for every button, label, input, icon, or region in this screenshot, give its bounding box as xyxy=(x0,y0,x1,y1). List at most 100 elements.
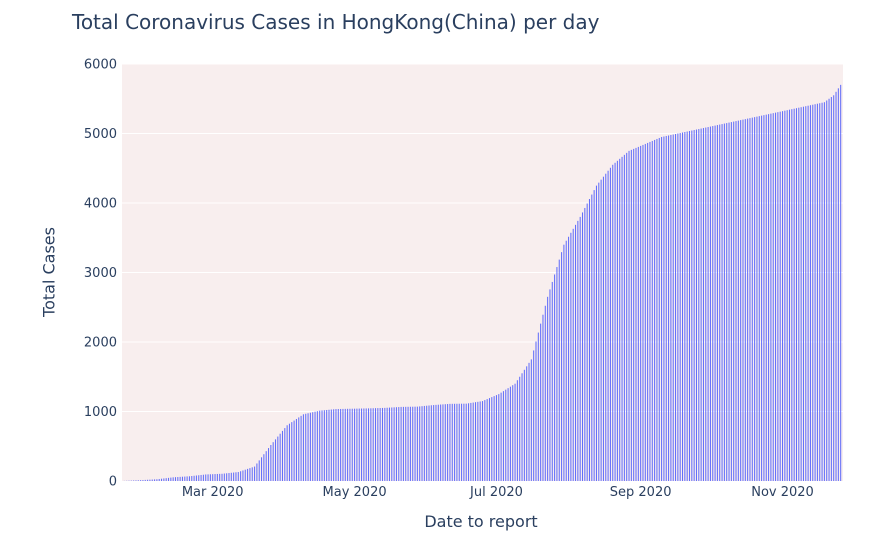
bar[interactable] xyxy=(191,476,193,481)
bar[interactable] xyxy=(161,478,163,481)
bar[interactable] xyxy=(737,120,739,481)
bar[interactable] xyxy=(493,396,495,481)
bar[interactable] xyxy=(758,116,760,481)
bar[interactable] xyxy=(363,408,365,481)
bar[interactable] xyxy=(823,102,825,481)
bar[interactable] xyxy=(416,406,418,481)
bar[interactable] xyxy=(488,398,491,481)
bar[interactable] xyxy=(816,103,818,481)
bar[interactable] xyxy=(602,176,604,482)
bar[interactable] xyxy=(707,127,709,482)
bar[interactable] xyxy=(209,474,211,481)
bar[interactable] xyxy=(772,113,774,482)
bar[interactable] xyxy=(347,408,349,481)
bar[interactable] xyxy=(468,403,470,481)
bar[interactable] xyxy=(249,468,251,481)
bar[interactable] xyxy=(670,134,672,481)
bar[interactable] xyxy=(135,480,137,481)
bar[interactable] xyxy=(163,478,165,481)
bar[interactable] xyxy=(530,359,532,481)
bar[interactable] xyxy=(407,406,409,481)
bar[interactable] xyxy=(230,472,232,481)
bar[interactable] xyxy=(377,408,379,481)
bar[interactable] xyxy=(814,104,816,481)
bar[interactable] xyxy=(809,105,811,481)
bar[interactable] xyxy=(626,152,628,481)
bar[interactable] xyxy=(747,118,749,481)
bar[interactable] xyxy=(714,125,716,482)
bar[interactable] xyxy=(381,407,384,481)
bar[interactable] xyxy=(712,126,714,481)
bar[interactable] xyxy=(179,476,181,481)
bar[interactable] xyxy=(579,216,581,481)
bar[interactable] xyxy=(540,323,542,481)
bar[interactable] xyxy=(481,401,484,481)
bar[interactable] xyxy=(247,468,249,481)
bar[interactable] xyxy=(819,103,821,481)
bar[interactable] xyxy=(258,460,260,481)
bar[interactable] xyxy=(647,142,649,482)
bar[interactable] xyxy=(649,141,651,482)
bar[interactable] xyxy=(254,466,256,481)
bar[interactable] xyxy=(388,407,390,481)
bar[interactable] xyxy=(586,203,588,481)
bar[interactable] xyxy=(777,112,779,482)
bar[interactable] xyxy=(235,472,237,481)
bar[interactable] xyxy=(786,110,788,482)
bar[interactable] xyxy=(514,383,516,481)
bar[interactable] xyxy=(621,156,623,481)
bar[interactable] xyxy=(702,128,704,481)
bar[interactable] xyxy=(765,114,767,481)
bar[interactable] xyxy=(733,121,735,481)
bar[interactable] xyxy=(665,135,667,481)
bar[interactable] xyxy=(547,296,549,481)
bar[interactable] xyxy=(298,417,300,481)
bar[interactable] xyxy=(461,403,463,481)
bar[interactable] xyxy=(528,362,530,481)
bar[interactable] xyxy=(233,472,235,481)
bar[interactable] xyxy=(826,100,828,482)
bar[interactable] xyxy=(316,411,318,481)
bar[interactable] xyxy=(474,402,477,481)
bar[interactable] xyxy=(414,406,416,481)
bar[interactable] xyxy=(672,134,674,481)
bar[interactable] xyxy=(333,409,335,481)
bar[interactable] xyxy=(695,129,697,481)
bar[interactable] xyxy=(619,158,621,481)
bar[interactable] xyxy=(507,388,509,481)
bar[interactable] xyxy=(500,392,502,481)
bar[interactable] xyxy=(723,123,725,482)
bar[interactable] xyxy=(633,148,635,481)
bar[interactable] xyxy=(686,131,688,481)
bar[interactable] xyxy=(365,408,367,481)
bar[interactable] xyxy=(307,413,309,481)
bar[interactable] xyxy=(288,423,290,481)
bar[interactable] xyxy=(663,136,665,481)
bar[interactable] xyxy=(828,98,830,481)
bar[interactable] xyxy=(279,433,281,481)
bar[interactable] xyxy=(565,240,567,481)
bar[interactable] xyxy=(595,185,597,481)
bar[interactable] xyxy=(335,409,337,481)
bar[interactable] xyxy=(368,408,370,481)
bar[interactable] xyxy=(349,408,351,481)
bar[interactable] xyxy=(186,476,188,481)
bar[interactable] xyxy=(409,406,411,481)
bar[interactable] xyxy=(181,476,183,481)
bar[interactable] xyxy=(237,472,239,481)
bar[interactable] xyxy=(800,107,802,482)
bar[interactable] xyxy=(779,111,781,482)
bar[interactable] xyxy=(216,473,218,481)
bar[interactable] xyxy=(140,480,142,481)
bar[interactable] xyxy=(609,167,611,481)
bar[interactable] xyxy=(835,91,837,482)
bar[interactable] xyxy=(679,133,681,481)
bar[interactable] xyxy=(821,102,823,481)
bar[interactable] xyxy=(326,409,328,481)
bar[interactable] xyxy=(207,474,209,481)
bar[interactable] xyxy=(470,402,472,481)
bar[interactable] xyxy=(256,463,258,481)
bar[interactable] xyxy=(265,451,267,481)
bar[interactable] xyxy=(693,130,695,481)
bar[interactable] xyxy=(556,267,558,481)
